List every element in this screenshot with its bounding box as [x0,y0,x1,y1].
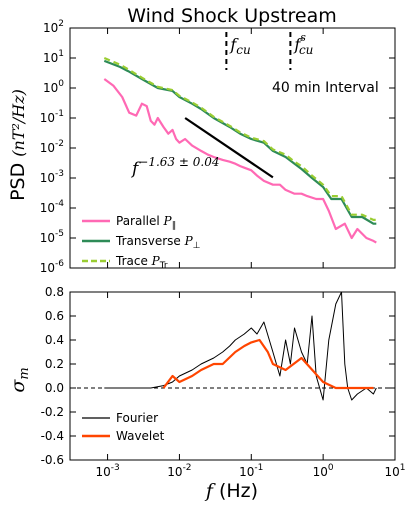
fcus-label: fs cu [293,31,313,57]
fcu-label: fcu [229,35,250,57]
bottom-series-group [104,291,377,401]
series-parallel-line [103,78,377,244]
top-ytick-label: 100 [43,79,64,95]
top-ytick-label: 10-1 [40,109,64,125]
bottom-axes: 0.8 0.6 0.4 0.2 0.0 -0.2 -0.4 -0.6 10-3 10-2 10-1 1… [41,285,406,479]
bottom-ytick-label: 0.2 [45,357,64,371]
series-fourier-line [104,291,377,401]
bottom-xlabel: f (Hz) [204,480,258,502]
bottom-xtick-label: 10-2 [167,463,191,479]
bottom-plot-frame [69,291,396,461]
bottom-ytick-label: 0.8 [45,285,64,299]
bottom-xtick-label: 10-3 [95,463,119,479]
series-wavelet-line [162,338,374,390]
bottom-xtick-label: 100 [313,463,334,479]
interval-label: 40 min Interval [272,80,379,96]
chart-title: Wind Shock Upstream [127,5,337,27]
bottom-ytick-label: 0.4 [45,333,64,347]
series-trace-line [103,56,377,221]
top-ytick-label: 10-6 [40,259,65,275]
bottom-ytick-label: -0.4 [41,429,64,443]
top-ytick-label: 101 [43,49,64,65]
bottom-xtick-label: 101 [384,463,405,479]
legend-label-transverse: Transverse P⊥ [115,234,201,251]
legend-label-parallel: Parallel P∥ [116,214,176,231]
bottom-ytick-label: 0.6 [45,309,64,323]
bottom-ylabel: σm [7,367,32,392]
bottom-xtick-label: 10-1 [239,463,263,479]
top-series-group [103,56,377,244]
bottom-legend: Fourier Wavelet [82,411,165,443]
legend-label-trace: Trace PTr [115,254,168,271]
top-annotations: f−1.63 ± 0.04 fcu fs cu 40 min Interval [130,31,379,179]
top-ytick-label: 10-5 [40,229,64,245]
top-ytick-label: 10-4 [40,199,65,215]
legend-label-fourier: Fourier [116,411,158,425]
series-transverse-line [103,59,377,225]
bottom-ytick-label: -0.2 [41,405,64,419]
top-ytick-label: 10-3 [40,169,64,185]
bottom-ytick-label: -0.6 [41,453,64,467]
top-legend: Parallel P∥ Transverse P⊥ Trace PTr [82,214,201,271]
bottom-ytick-label: 0.0 [45,381,64,395]
fit-label: f−1.63 ± 0.04 [130,155,219,179]
top-ylabel: PSD(nT²/Hz) [7,89,29,201]
top-ytick-label: 10-2 [40,139,64,155]
top-axes: 102 101 100 10-1 10-2 10-3 10-4 10-5 10-6 [40,19,396,275]
fit-line [184,117,274,179]
legend-label-wavelet: Wavelet [116,429,165,443]
bottom-panel: σm f (Hz) 0.8 0.6 0.4 0.2 0.0 -0.2 -0.4 -0.6 10-3… [7,285,406,502]
top-panel: Wind Shock Upstream PSD(nT²/Hz) 10210110… [7,5,396,275]
top-ytick-label: 102 [43,19,64,35]
